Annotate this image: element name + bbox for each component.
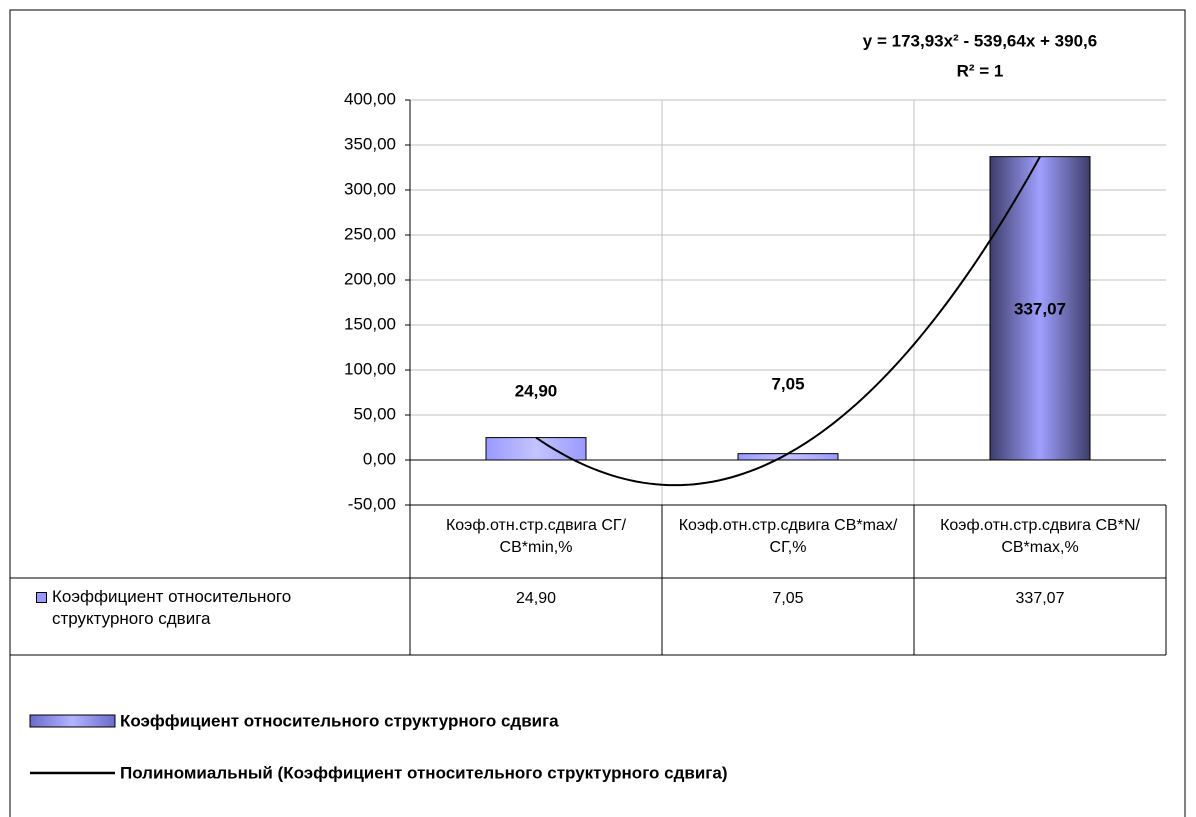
table-value: 337,07 (1015, 590, 1065, 607)
trendline-r2: R² = 1 (957, 61, 1004, 80)
category-label: Коэф.отн.стр.сдвига СВ*max/СГ,% (678, 517, 898, 556)
y-tick-label: 100,00 (344, 359, 396, 378)
y-tick-label: 400,00 (344, 89, 396, 108)
data-label: 337,07 (1014, 299, 1066, 318)
legend-bar-key (29, 714, 116, 728)
trendline (535, 156, 1041, 487)
table-series-name: Коэффициент относительного структурного … (52, 587, 292, 628)
bar (485, 437, 587, 461)
y-tick-label: 200,00 (344, 269, 396, 288)
y-tick-label: -50,00 (348, 494, 396, 513)
data-label: 7,05 (771, 374, 804, 393)
y-tick-label: 250,00 (344, 224, 396, 243)
y-tick-label: 300,00 (344, 179, 396, 198)
y-tick-label: 0,00 (363, 449, 396, 468)
trendline-equation: y = 173,93x² - 539,64x + 390,6 (863, 31, 1097, 50)
table-value: 24,90 (515, 590, 557, 607)
table-value: 7,05 (772, 590, 804, 607)
legend-bar-label: Коэффициент относительного структурного … (120, 711, 559, 730)
y-tick-label: 150,00 (344, 314, 396, 333)
data-label: 24,90 (515, 381, 558, 400)
bar (989, 156, 1091, 461)
category-label: Коэф.отн.стр.сдвига СГ/СВ*min,% (445, 517, 627, 556)
table-legend-key (36, 592, 47, 603)
y-tick-label: 350,00 (344, 134, 396, 153)
y-tick-label: 50,00 (353, 404, 396, 423)
legend-line-label: Полиномиальный (Коэффициент относительно… (120, 763, 728, 782)
chart-border (9, 9, 1186, 817)
category-label: Коэф.отн.стр.сдвига СВ*N/СВ*max,% (940, 517, 1140, 556)
